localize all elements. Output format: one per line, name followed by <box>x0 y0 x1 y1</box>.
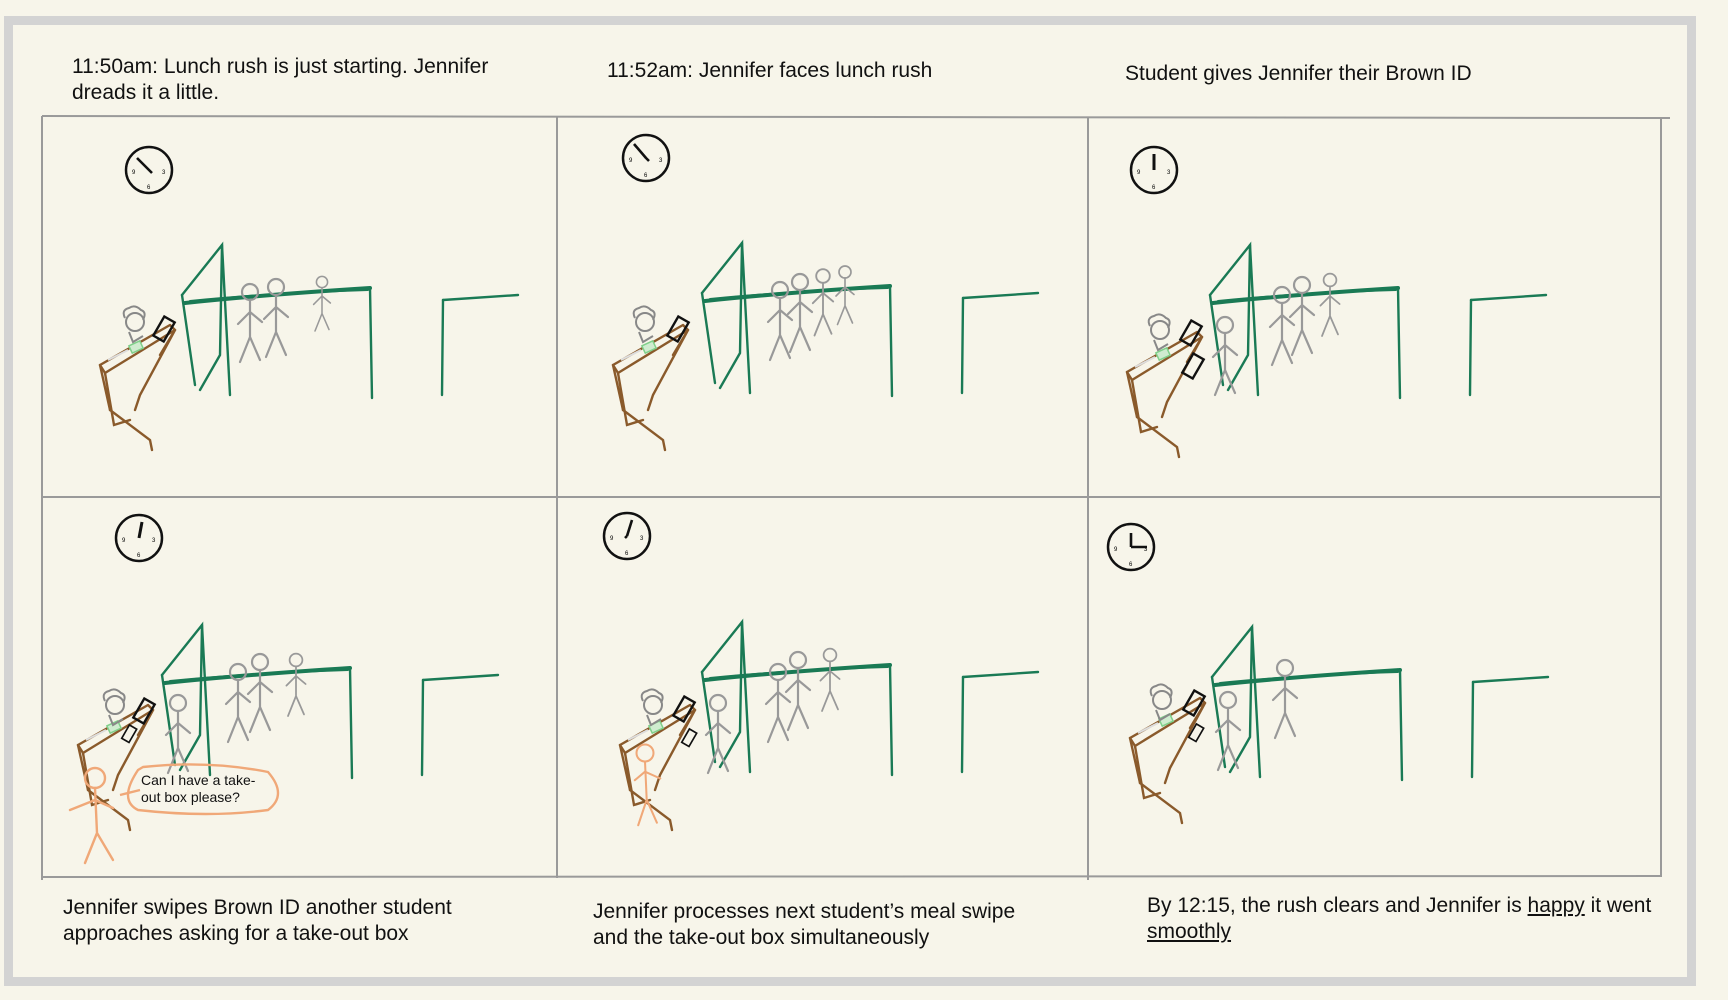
stick-figure <box>835 265 855 326</box>
stick-figure <box>246 652 274 734</box>
clock-icon <box>114 513 164 563</box>
desk <box>611 323 690 452</box>
stick-figure <box>262 277 290 359</box>
desk <box>1125 330 1204 459</box>
clock-icon <box>124 145 174 195</box>
caption-panel-3: Student gives Jennifer their Brown ID <box>1125 62 1472 85</box>
clock-icon <box>602 511 652 561</box>
counter-frame <box>1208 243 1548 400</box>
clock-icon <box>621 133 671 183</box>
stick-figure <box>312 275 332 332</box>
caption-panel-6-mid: it went <box>1584 894 1652 917</box>
stick-figure <box>1319 272 1341 337</box>
caption-smoothly: smoothly <box>1147 920 1232 943</box>
jennifer-figure <box>1149 683 1173 721</box>
desk <box>618 703 697 832</box>
stick-figure <box>704 693 732 775</box>
panel-3-drawing <box>1125 145 1548 459</box>
jennifer-figure <box>122 305 146 343</box>
stick-figure <box>784 650 812 732</box>
caption-panel-6-text: By 12:15, the rush clears and Jennifer i… <box>1147 894 1528 917</box>
panel-5-drawing <box>602 511 1040 832</box>
stick-figure <box>1271 658 1299 740</box>
customer-figure <box>633 743 662 827</box>
counter-frame <box>700 241 1040 398</box>
clock-icon <box>1106 522 1156 572</box>
stick-figure <box>1288 275 1316 357</box>
stick-figure <box>811 268 835 337</box>
jennifer-figure <box>640 688 664 726</box>
counter-frame <box>180 243 520 400</box>
grid-lines <box>41 115 1671 880</box>
jennifer-figure <box>102 688 126 726</box>
customer-figure <box>68 766 115 865</box>
caption-panel-2: 11:52am: Jennifer faces lunch rush <box>607 59 933 82</box>
caption-panel-1: 11:50am: Lunch rush is just starting. Je… <box>72 55 489 104</box>
stick-figure <box>1211 315 1239 397</box>
counter-frame <box>160 623 500 780</box>
panel-4-drawing <box>68 513 500 865</box>
jennifer-figure <box>1147 313 1171 351</box>
panel-6-drawing <box>1106 522 1550 825</box>
register-icon <box>132 697 156 725</box>
caption-panel-4: Jennifer swipes Brown ID another student… <box>63 896 452 945</box>
counter-frame <box>1210 625 1550 782</box>
jennifer-figure <box>632 305 656 343</box>
stick-figure <box>819 647 841 712</box>
panel-2-drawing <box>611 133 1040 452</box>
caption-panel-6: By 12:15, the rush clears and Jennifer i… <box>1147 893 1667 945</box>
counter-frame <box>700 620 1040 777</box>
speech-bubble <box>119 763 280 816</box>
stick-figure <box>786 272 814 354</box>
panel-1-drawing <box>98 145 520 452</box>
register-icon <box>1181 352 1205 380</box>
desk <box>98 323 177 452</box>
clock-icon <box>1129 145 1179 195</box>
storyboard-frame <box>4 16 1696 986</box>
caption-panel-5: Jennifer processes next student’s meal s… <box>593 900 1016 949</box>
speech-bubble-text: Can I have a take-out box please? <box>141 772 256 805</box>
caption-happy: happy <box>1527 894 1585 917</box>
stick-figure <box>285 652 307 717</box>
